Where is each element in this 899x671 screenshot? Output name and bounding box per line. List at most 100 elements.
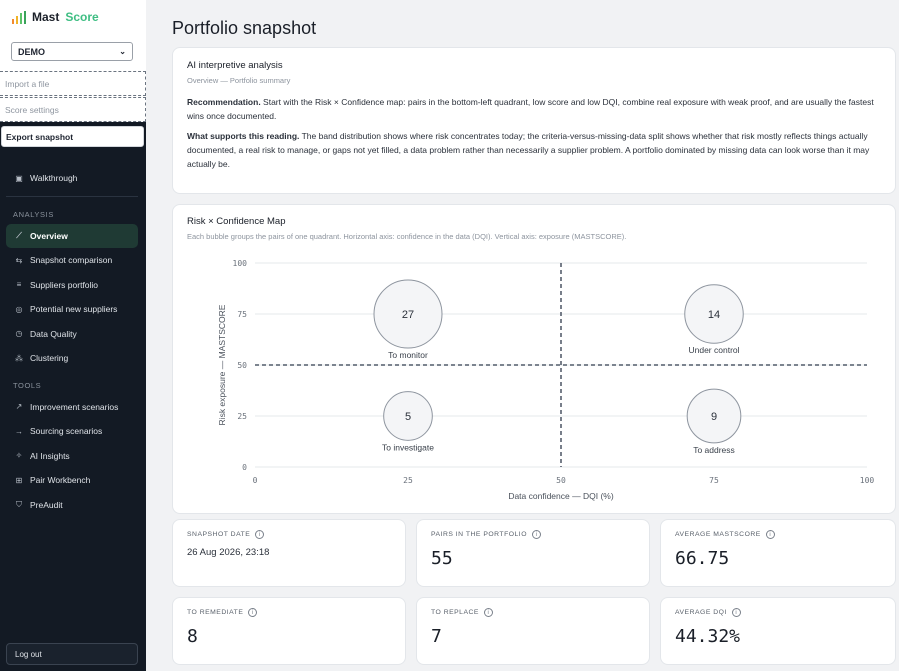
kpi-label: SNAPSHOT DATE i (187, 530, 391, 539)
logo-bars-icon (12, 10, 26, 24)
risk-confidence-map-card: Risk × Confidence Map Each bubble groups… (172, 204, 896, 514)
clock-icon: ◷ (15, 329, 23, 339)
target-icon: ◎ (15, 304, 23, 314)
info-icon[interactable]: i (765, 530, 775, 539)
play-square-icon: ▣ (15, 173, 23, 183)
support-paragraph: What supports this reading. The band dis… (187, 129, 881, 171)
compare-arrows-icon: ⇆ (15, 255, 23, 265)
sidebar-item-label: Walkthrough (30, 173, 78, 184)
bubble (373, 279, 443, 349)
bubble-label: To investigate (382, 442, 434, 452)
kpi-label: TO REPLACE i (431, 608, 635, 617)
shield-check-icon: ⛉ (16, 499, 22, 509)
x-tick-label: 100 (860, 476, 875, 485)
sidebar-item-improvement-scenarios[interactable]: ↗ Improvement scenarios (0, 395, 146, 420)
kpi-label-text: AVERAGE DQI (675, 609, 727, 616)
sidebar-item-label: Sourcing scenarios (30, 426, 103, 437)
bubble (684, 284, 744, 344)
sidebar-item-label: Overview (30, 230, 68, 241)
sidebar-item-label: Pair Workbench (30, 475, 91, 486)
sidebar-item-potential-new-suppliers[interactable]: ◎ Potential new suppliers (0, 297, 146, 322)
import-file-link[interactable]: Import a file (0, 71, 146, 96)
sidebar-item-label: Clustering (30, 353, 69, 364)
x-tick-label: 50 (556, 476, 566, 485)
y-axis-label: Risk exposure — MASTSCORE (217, 304, 227, 425)
sidebar-nav: ▣ Walkthrough ANALYSIS ⟋ Overview ⇆ Snap… (0, 166, 146, 517)
y-tick-label: 50 (237, 361, 247, 370)
kpi-label-text: TO REPLACE (431, 609, 479, 616)
map-subtitle: Each bubble groups the pairs of one quad… (187, 232, 627, 241)
y-tick-label: 100 (233, 259, 248, 268)
sidebar-item-data-quality[interactable]: ◷ Data Quality (0, 322, 146, 347)
sidebar-item-clustering[interactable]: ⁂ Clustering (0, 346, 146, 371)
analysis-subtitle: Overview — Portfolio summary (187, 76, 291, 85)
sidebar-item-suppliers-portfolio[interactable]: ≡ Suppliers portfolio (0, 273, 146, 298)
app-logo[interactable]: Mast Score (12, 10, 99, 24)
sidebar-item-label: Improvement scenarios (30, 401, 119, 412)
recommendation-text: Start with the Risk × Confidence map: pa… (187, 97, 874, 121)
kpi-to-replace: TO REPLACE i 7 (416, 597, 650, 665)
list-icon: ≡ (16, 280, 22, 290)
sidebar-item-pair-workbench[interactable]: ⊞ Pair Workbench (0, 468, 146, 493)
bubble-count: 9 (711, 411, 717, 423)
kpi-value: 66.75 (675, 548, 730, 569)
export-snapshot-button[interactable]: Export snapshot (1, 126, 144, 147)
bubble-label: Under control (688, 345, 739, 355)
info-icon[interactable]: i (248, 608, 258, 617)
score-settings-link[interactable]: Score settings (0, 97, 146, 122)
sidebar-item-ai-insights[interactable]: ✧ AI Insights (0, 444, 146, 469)
sparkle-icon: ✧ (15, 451, 23, 461)
sidebar-item-label: AI Insights (30, 450, 70, 461)
file-links: Import a file Score settings (0, 71, 146, 123)
support-text: The band distribution shows where risk c… (187, 131, 870, 169)
kpi-label-text: AVERAGE MASTSCORE (675, 531, 761, 538)
bubble-count: 27 (402, 309, 414, 321)
page-title: Portfolio snapshot (172, 18, 317, 38)
main-content: Portfolio snapshot AI interpretive analy… (146, 0, 899, 671)
y-tick-label: 75 (237, 310, 247, 319)
bubble-count: 5 (405, 411, 411, 423)
recommendation-paragraph: Recommendation. Start with the Risk × Co… (187, 95, 881, 123)
workspace-select-value: DEMO (18, 46, 45, 57)
kpi-value: 8 (187, 626, 198, 647)
info-icon[interactable]: i (731, 608, 741, 617)
sidebar-item-snapshot-comparison[interactable]: ⇆ Snapshot comparison (0, 248, 146, 273)
divider (6, 195, 138, 197)
sidebar-item-sourcing-scenarios[interactable]: → Sourcing scenarios (0, 419, 146, 444)
support-label: What supports this reading. (187, 131, 300, 141)
logout-button[interactable]: Log out (6, 643, 138, 665)
sidebar-item-preaudit[interactable]: ⛉ PreAudit (0, 493, 146, 518)
sidebar-item-label: Potential new suppliers (30, 304, 118, 315)
analysis-title: AI interpretive analysis (187, 60, 283, 71)
map-title: Risk × Confidence Map (187, 216, 286, 227)
workspace-select[interactable]: DEMO ⌄ (11, 42, 133, 61)
sidebar-item-overview[interactable]: ⟋ Overview (6, 223, 138, 248)
bubble (383, 391, 433, 441)
kpi-label: AVERAGE DQI i (675, 608, 881, 617)
sidebar-item-label: PreAudit (30, 499, 63, 510)
info-icon[interactable]: i (483, 608, 493, 617)
bubble-label: To monitor (388, 350, 428, 360)
bubble (686, 388, 742, 444)
kpi-label-text: PAIRS IN THE PORTFOLIO (431, 531, 527, 538)
brand-name-part2: Score (65, 10, 99, 24)
kpi-label: AVERAGE MASTSCORE i (675, 530, 881, 539)
trend-icon: ↗ (15, 402, 23, 412)
sidebar-item-label: Data Quality (30, 328, 77, 339)
sidebar-item-walkthrough[interactable]: ▣ Walkthrough (0, 166, 146, 191)
kpi-label: TO REMEDIATE i (187, 608, 391, 617)
cluster-icon: ⁂ (15, 353, 23, 363)
info-icon[interactable]: i (531, 530, 541, 539)
chevron-down-icon: ⌄ (119, 47, 126, 56)
x-tick-label: 75 (709, 476, 719, 485)
kpi-label: PAIRS IN THE PORTFOLIO i (431, 530, 635, 539)
kpi-pairs-in-portfolio: PAIRS IN THE PORTFOLIO i 55 (416, 519, 650, 587)
kpi-value: 55 (431, 548, 453, 569)
info-icon[interactable]: i (255, 530, 265, 539)
bubble-count: 14 (708, 309, 720, 321)
bubble-label: To address (693, 445, 735, 455)
workbench-icon: ⊞ (15, 475, 23, 485)
ai-analysis-card: AI interpretive analysis Overview — Port… (172, 47, 896, 194)
section-heading-analysis: ANALYSIS (13, 210, 54, 219)
recommendation-label: Recommendation. (187, 97, 261, 107)
